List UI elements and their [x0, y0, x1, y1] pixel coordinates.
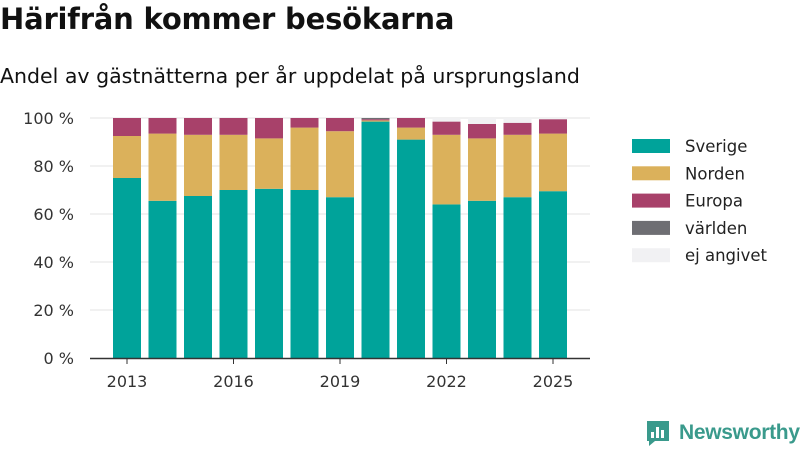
bar-segment-europa-2019: [326, 118, 354, 132]
bar-segment-norden-2015: [184, 134, 212, 196]
y-tick-label: 80 %: [33, 157, 74, 176]
brand-name: Newsworthy: [679, 421, 800, 444]
bar-segment-europa-2017: [255, 118, 283, 139]
legend-label: världen: [685, 219, 747, 238]
legend-swatch-europa: [632, 193, 670, 208]
bar-segment-sverige-2017: [255, 188, 283, 358]
legend-swatch-ej-angivet: [632, 248, 670, 263]
bar-segment-sverige-2014: [148, 200, 177, 358]
bar-segment-europa-2020: [361, 119, 390, 121]
y-axis-ticks: 0 % 20 % 40 % 60 % 80 % 100 %: [23, 109, 74, 368]
bar-segment-norden-2017: [255, 138, 283, 189]
bar-segment-sverige-2019: [326, 197, 354, 358]
bar-segment-norden-2019: [326, 131, 354, 198]
bar-segment-sverige-2016: [219, 190, 248, 358]
y-tick-label: 20 %: [33, 301, 74, 320]
bar-segment-norden-2024: [503, 134, 532, 198]
bar-segment-världen-2020: [361, 118, 390, 120]
bar-segment-norden-2020: [361, 120, 390, 122]
bar-segment-europa-2023: [468, 124, 496, 139]
bar-segment-europa-2022: [432, 121, 461, 135]
legend-label: Sverige: [685, 137, 747, 156]
bar-segment-sverige-2013: [113, 178, 141, 358]
x-tick-label: 2019: [320, 372, 361, 391]
legend-swatch-världen: [632, 220, 670, 235]
bar-segment-norden-2018: [290, 127, 319, 190]
bar-segment-sverige-2024: [503, 197, 532, 358]
bar-segment-sverige-2020: [361, 121, 390, 358]
newsworthy-logo-icon: [647, 421, 669, 446]
y-tick-label: 100 %: [23, 109, 74, 128]
bar-segment-norden-2013: [113, 136, 141, 178]
x-tick-label: 2013: [107, 372, 148, 391]
bar-segment-sverige-2021: [397, 139, 425, 358]
bar-segment-sverige-2023: [468, 200, 496, 358]
y-tick-label: 0 %: [44, 349, 74, 368]
bar-segment-europa-2018: [290, 118, 319, 128]
bar-segment-ej-angivet-2024: [503, 118, 532, 123]
bar-segment-norden-2016: [219, 134, 248, 190]
bar-segment-europa-2016: [219, 118, 248, 135]
bar-segment-ej-angivet-2022: [432, 118, 461, 122]
legend-label: Europa: [685, 192, 743, 211]
bar-segment-norden-2014: [148, 133, 177, 201]
y-tick-label: 60 %: [33, 205, 74, 224]
x-tick-label: 2025: [533, 372, 574, 391]
legend-swatch-sverige: [632, 139, 670, 153]
bar-segment-ej-angivet-2023: [468, 118, 496, 124]
y-tick-label: 40 %: [33, 253, 74, 272]
bars: [90, 118, 590, 360]
x-tick-label: 2016: [213, 372, 254, 391]
bar-segment-sverige-2015: [184, 196, 212, 358]
bar-segment-europa-2013: [113, 118, 141, 136]
legend-swatch-norden: [632, 166, 670, 181]
x-axis-ticks: 2013 2016 2019 2022 2025: [107, 358, 574, 391]
bar-segment-europa-2024: [503, 122, 532, 135]
legend-label: Norden: [685, 164, 745, 183]
bar-segment-europa-2014: [148, 118, 177, 134]
newsworthy-logo: Newsworthy: [645, 419, 800, 447]
bar-segment-norden-2025: [539, 133, 567, 192]
legend: Sverige Norden Europa världen ej angivet: [632, 137, 768, 265]
bar-segment-sverige-2018: [290, 190, 319, 358]
bar-segment-ej-angivet-2025: [539, 118, 567, 120]
chart-title: Härifrån kommer besökarna: [0, 2, 455, 36]
bar-segment-norden-2022: [432, 134, 461, 205]
bar-segment-norden-2023: [468, 138, 496, 201]
legend-label: ej angivet: [685, 246, 768, 265]
bar-segment-europa-2021: [397, 118, 425, 128]
bar-segment-sverige-2025: [539, 191, 567, 358]
bar-segment-europa-2025: [539, 119, 567, 134]
bar-segment-sverige-2022: [432, 204, 461, 358]
bar-segment-norden-2021: [397, 127, 425, 140]
chart-subtitle: Andel av gästnätterna per år uppdelat på…: [0, 64, 580, 88]
bar-segment-europa-2015: [184, 118, 212, 135]
x-tick-label: 2022: [426, 372, 467, 391]
